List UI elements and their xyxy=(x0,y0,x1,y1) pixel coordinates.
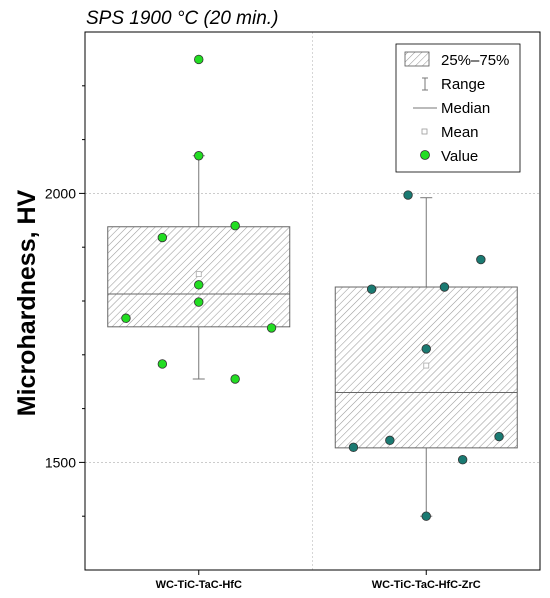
data-point xyxy=(385,435,395,446)
data-point xyxy=(157,359,168,369)
data-point xyxy=(121,313,131,323)
legend-range-label: Range xyxy=(441,76,485,93)
legend-box-label: 25%–75% xyxy=(441,52,509,69)
mean-marker xyxy=(195,271,202,278)
data-point xyxy=(421,511,431,521)
chart-title: SPS 1900 °C (20 min.) xyxy=(86,8,278,29)
x-tick-label-2: WC-TiC-TaC-HfC-ZrC xyxy=(372,579,481,591)
plot-series xyxy=(107,155,518,517)
legend: 25%–75% Range Median Mean Value xyxy=(395,43,521,173)
data-point xyxy=(194,297,204,307)
y-tick-label-1500: 1500 xyxy=(45,454,76,470)
x-axis: WC-TiC-TaC-HfC WC-TiC-TaC-HfC-ZrC xyxy=(156,570,481,591)
data-point xyxy=(348,442,359,453)
legend-mean-label: Mean xyxy=(441,124,479,141)
legend-box-swatch xyxy=(404,51,430,67)
legend-median-label: Median xyxy=(441,100,490,117)
data-point xyxy=(266,323,277,333)
data-point xyxy=(194,151,204,161)
data-point xyxy=(421,344,431,354)
y-axis: 1500 2000 xyxy=(45,85,85,517)
legend-value-label: Value xyxy=(441,148,478,165)
box-1 xyxy=(107,155,291,380)
y-tick-label-2000: 2000 xyxy=(45,185,76,201)
grid xyxy=(85,32,540,570)
data-point xyxy=(157,232,168,243)
x-tick-label-1: WC-TiC-TaC-HfC xyxy=(156,579,242,591)
data-points xyxy=(121,54,504,521)
data-point xyxy=(403,190,413,200)
mean-marker xyxy=(423,362,430,369)
data-point xyxy=(457,455,468,465)
data-point xyxy=(230,374,240,384)
data-point xyxy=(494,431,504,442)
legend-value-swatch xyxy=(420,150,430,160)
y-axis-label: Microhardness, HV xyxy=(13,189,41,416)
box-2 xyxy=(334,197,518,517)
data-point xyxy=(194,54,204,65)
data-point xyxy=(439,282,450,292)
data-point xyxy=(366,284,377,294)
data-point xyxy=(194,280,204,290)
data-point xyxy=(230,220,240,231)
legend-range-swatch xyxy=(422,77,428,91)
data-point xyxy=(476,254,486,265)
legend-mean-swatch xyxy=(421,128,428,135)
